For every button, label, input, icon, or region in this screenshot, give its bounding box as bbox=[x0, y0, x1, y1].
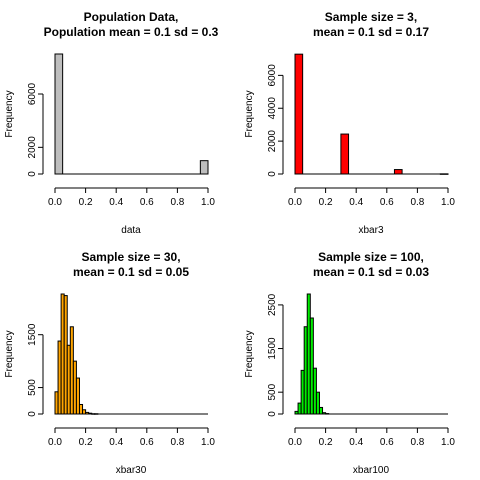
x-tick-label: 0.0 bbox=[48, 437, 62, 448]
y-tick-label: 500 bbox=[27, 379, 38, 396]
y-axis-label: Frequency bbox=[244, 90, 255, 137]
x-axis-label: xbar3 bbox=[358, 225, 383, 236]
x-axis-label: xbar30 bbox=[116, 465, 147, 476]
y-axis-label: Frequency bbox=[244, 330, 255, 377]
x-axis-label: data bbox=[121, 225, 141, 236]
x-tick-label: 0.2 bbox=[319, 197, 333, 208]
chart-title: mean = 0.1 sd = 0.17 bbox=[313, 25, 429, 39]
y-tick-label: 0 bbox=[27, 171, 38, 177]
x-tick-label: 0.6 bbox=[140, 197, 154, 208]
x-tick-label: 0.6 bbox=[380, 197, 394, 208]
y-tick-label: 1500 bbox=[267, 337, 278, 360]
x-tick-label: 1.0 bbox=[201, 437, 215, 448]
x-tick-label: 1.0 bbox=[441, 197, 455, 208]
x-tick-label: 0.6 bbox=[140, 437, 154, 448]
y-tick-label: 4000 bbox=[267, 97, 278, 120]
x-tick-label: 0.2 bbox=[79, 197, 93, 208]
x-tick-label: 0.0 bbox=[48, 197, 62, 208]
y-tick-label: 0 bbox=[267, 171, 278, 177]
chart-title: Sample size = 30, bbox=[81, 250, 180, 264]
chart-title: mean = 0.1 sd = 0.05 bbox=[73, 265, 189, 279]
x-tick-label: 0.0 bbox=[288, 197, 302, 208]
histogram-panel: Population Data,Population mean = 0.1 sd… bbox=[4, 10, 219, 236]
x-tick-label: 0.4 bbox=[109, 437, 123, 448]
chart-title: Population mean = 0.1 sd = 0.3 bbox=[44, 25, 219, 39]
y-tick-label: 2000 bbox=[27, 136, 38, 159]
x-tick-label: 0.8 bbox=[170, 197, 184, 208]
histogram-bar bbox=[294, 53, 304, 175]
histogram-bar bbox=[54, 53, 64, 175]
chart-title: Population Data, bbox=[84, 10, 179, 24]
y-tick-label: 6000 bbox=[27, 82, 38, 105]
x-tick-label: 0.0 bbox=[288, 437, 302, 448]
x-tick-label: 0.4 bbox=[349, 437, 363, 448]
histogram-panel: Sample size = 100,mean = 0.1 sd = 0.03 0.… bbox=[244, 250, 455, 476]
y-tick-label: 2500 bbox=[267, 293, 278, 316]
chart-title: Sample size = 100, bbox=[318, 250, 424, 264]
y-axis-label: Frequency bbox=[4, 330, 15, 377]
histogram-bar bbox=[340, 133, 350, 175]
chart-title: Sample size = 3, bbox=[325, 10, 417, 24]
x-tick-label: 0.4 bbox=[349, 197, 363, 208]
x-tick-label: 1.0 bbox=[441, 437, 455, 448]
y-axis-label: Frequency bbox=[4, 90, 15, 137]
histogram-bar bbox=[393, 169, 403, 175]
histogram-bar bbox=[199, 160, 209, 175]
x-tick-label: 0.8 bbox=[170, 437, 184, 448]
y-tick-label: 500 bbox=[267, 383, 278, 400]
x-tick-label: 0.4 bbox=[109, 197, 123, 208]
chart-title: mean = 0.1 sd = 0.03 bbox=[313, 265, 429, 279]
x-tick-label: 1.0 bbox=[201, 197, 215, 208]
y-tick-label: 0 bbox=[27, 411, 38, 417]
x-tick-label: 0.8 bbox=[410, 437, 424, 448]
x-tick-label: 0.6 bbox=[380, 437, 394, 448]
y-tick-label: 2000 bbox=[267, 130, 278, 153]
y-tick-label: 0 bbox=[267, 411, 278, 417]
histogram-panel: Sample size = 3,mean = 0.1 sd = 0.17 0.0 0… bbox=[244, 10, 455, 236]
x-tick-label: 0.2 bbox=[79, 437, 93, 448]
x-tick-label: 0.8 bbox=[410, 197, 424, 208]
y-tick-label: 6000 bbox=[267, 64, 278, 87]
histogram-panel: Sample size = 30,mean = 0.1 sd = 0.05 0.0… bbox=[4, 250, 215, 476]
y-tick-label: 1500 bbox=[27, 323, 38, 346]
x-tick-label: 0.2 bbox=[319, 437, 333, 448]
x-axis-label: xbar100 bbox=[353, 465, 390, 476]
